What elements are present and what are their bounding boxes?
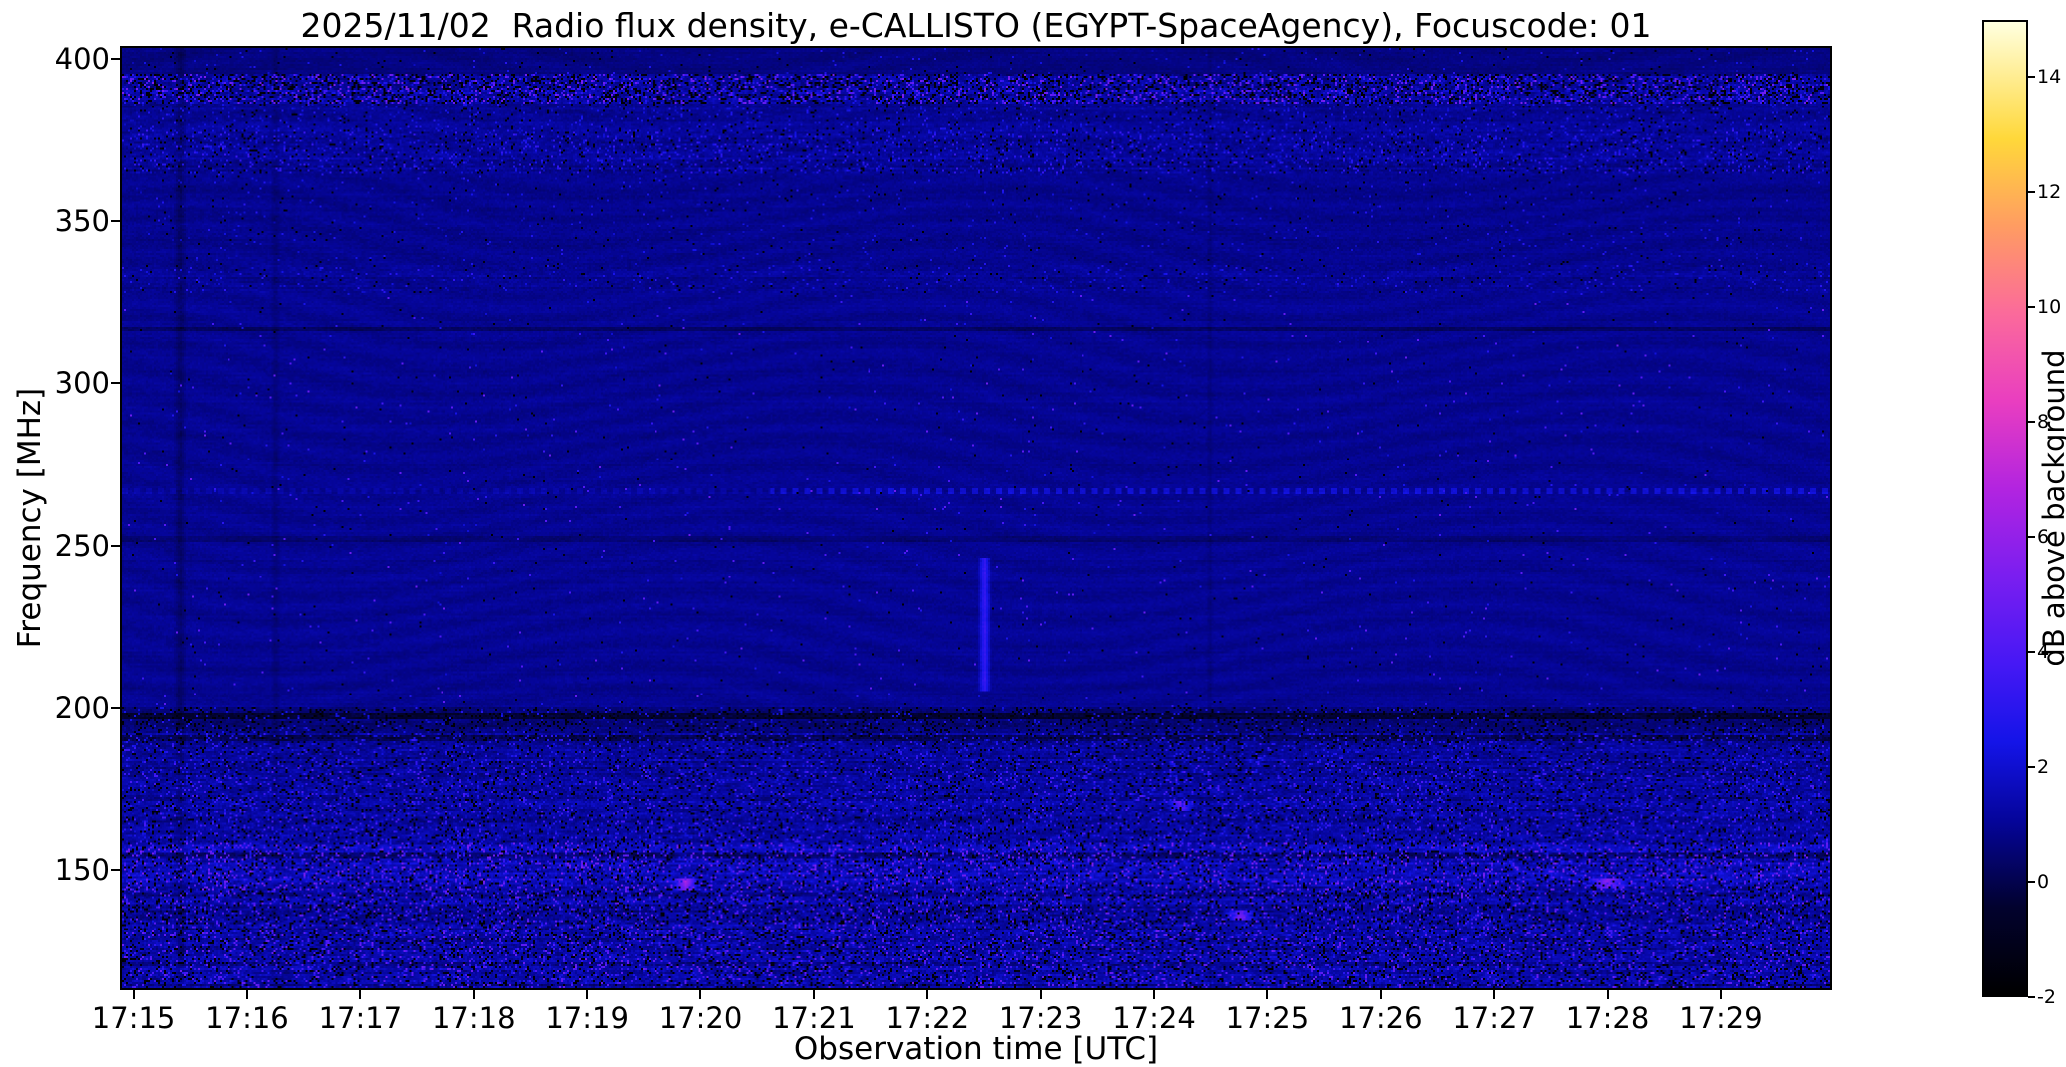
y-tick-mark [111, 220, 120, 223]
colorbar-tick-mark [2028, 306, 2035, 309]
y-axis-label: Frequency [MHz] [12, 387, 48, 649]
x-tick-mark [1266, 990, 1269, 999]
colorbar-tick-mark [2028, 881, 2035, 884]
y-tick-label: 300 [54, 366, 110, 401]
x-tick-label: 17:19 [545, 1001, 629, 1035]
y-tick-mark [111, 706, 120, 709]
y-tick-label: 400 [54, 41, 110, 76]
x-tick-mark [1606, 990, 1609, 999]
x-tick-mark [245, 990, 248, 999]
x-tick-mark [472, 990, 475, 999]
y-tick-mark [111, 544, 120, 547]
colorbar-tick-label: 10 [2037, 296, 2062, 319]
x-tick-label: 17:17 [318, 1001, 403, 1035]
colorbar-tick-label: 12 [2037, 181, 2062, 204]
x-tick-label: 17:20 [658, 1001, 743, 1035]
x-tick-label: 17:26 [1338, 1001, 1423, 1035]
x-tick-mark [1719, 990, 1722, 999]
colorbar-gradient [1984, 22, 2026, 995]
colorbar-tick-mark [2028, 191, 2035, 194]
x-tick-mark [1493, 990, 1496, 999]
y-tick-label: 200 [54, 690, 110, 725]
x-tick-mark [699, 990, 702, 999]
colorbar-tick-mark [2028, 651, 2035, 654]
x-tick-label: 17:22 [885, 1001, 970, 1035]
x-tick-label: 17:29 [1679, 1001, 1763, 1035]
y-tick-mark [111, 382, 120, 385]
x-tick-label: 17:28 [1565, 1001, 1650, 1035]
plot-area [120, 46, 1832, 990]
colorbar-tick-label: 0 [2037, 871, 2050, 894]
x-axis-label: Observation time [UTC] [793, 1031, 1159, 1067]
spectrogram-canvas [122, 48, 1830, 988]
x-tick-label: 17:15 [91, 1001, 176, 1035]
x-tick-mark [1379, 990, 1382, 999]
x-tick-label: 17:27 [1452, 1001, 1536, 1035]
colorbar-tick-mark [2028, 536, 2035, 539]
colorbar-tick-label: 14 [2037, 66, 2062, 89]
colorbar-tick-mark [2028, 766, 2035, 769]
colorbar-tick-label: 2 [2037, 756, 2050, 779]
y-tick-label: 250 [54, 528, 110, 563]
colorbar-tick-mark [2028, 76, 2035, 79]
x-tick-label: 17:23 [998, 1001, 1083, 1035]
x-tick-label: 17:16 [205, 1001, 289, 1035]
x-tick-mark [1153, 990, 1155, 999]
x-tick-label: 17:24 [1112, 1001, 1196, 1035]
x-tick-mark [359, 990, 362, 999]
colorbar-tick-mark [2028, 421, 2035, 424]
y-tick-mark [111, 57, 120, 60]
x-tick-mark [132, 990, 135, 999]
colorbar-tick-label: 8 [2037, 411, 2050, 434]
y-tick-label: 350 [54, 204, 110, 239]
y-tick-label: 150 [54, 852, 110, 887]
y-tick-mark [111, 868, 120, 871]
colorbar-tick-label: -2 [2037, 986, 2056, 1008]
x-tick-mark [1039, 990, 1042, 999]
colorbar-tick-label: 6 [2037, 526, 2050, 549]
chart-title: 2025/11/02 Radio flux density, e-CALLIST… [300, 6, 1652, 45]
x-tick-label: 17:18 [431, 1001, 516, 1035]
colorbar [1982, 20, 2028, 997]
x-tick-mark [812, 990, 815, 999]
x-tick-mark [926, 990, 929, 999]
colorbar-tick-label: 4 [2037, 641, 2050, 664]
colorbar-label: dB above background [2037, 349, 2066, 667]
x-tick-label: 17:21 [772, 1001, 856, 1035]
colorbar-tick-mark [2028, 996, 2035, 998]
x-tick-label: 17:25 [1225, 1001, 1310, 1035]
x-tick-mark [586, 990, 589, 999]
